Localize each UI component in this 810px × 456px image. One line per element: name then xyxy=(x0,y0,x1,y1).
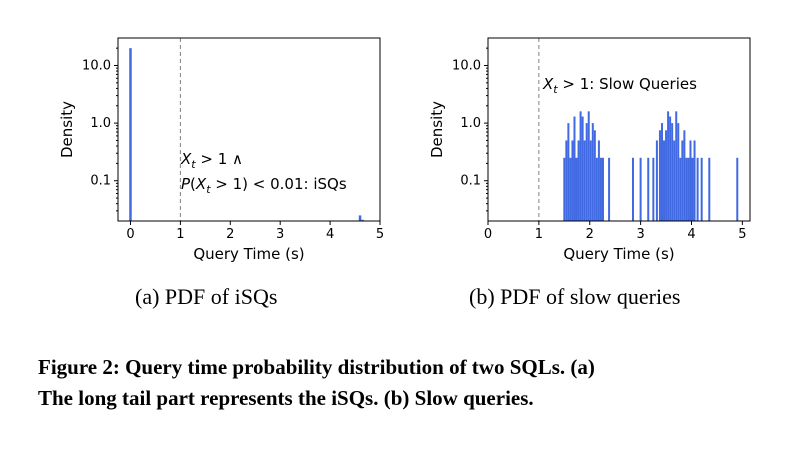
chart-left-x-tick-label: 2 xyxy=(226,227,234,242)
chart-left-x-tick-label: 3 xyxy=(276,227,284,242)
chart-right-y-tick-label: 0.1 xyxy=(460,174,481,189)
chart-right-bar xyxy=(599,157,602,221)
chart-left-y-axis-label: Density xyxy=(58,101,76,158)
chart-right-bar xyxy=(597,140,600,221)
chart-right-y-tick-label: 1.0 xyxy=(460,116,481,131)
chart-right-bar xyxy=(575,157,578,221)
subcaption-left: (a) PDF of iSQs xyxy=(135,284,278,309)
chart-left-y-tick-label: 10.0 xyxy=(82,58,111,73)
chart-left-x-tick-label: 1 xyxy=(176,227,184,242)
chart-right-bar xyxy=(663,140,666,221)
chart-right-x-tick-label: 4 xyxy=(687,227,695,242)
chart-left-x-tick-label: 5 xyxy=(376,227,384,242)
chart-right-x-axis-label: Query Time (s) xyxy=(563,245,674,263)
chart-right-bar xyxy=(579,111,582,221)
chart-right-bar xyxy=(585,123,588,221)
chart-left-plot-frame xyxy=(117,37,381,222)
chart-right-bar xyxy=(581,116,584,221)
chart-right-bar xyxy=(687,157,690,221)
chart-right-bar xyxy=(683,130,686,221)
chart-right-bar xyxy=(571,140,574,221)
chart-right-bar xyxy=(736,157,739,221)
chart-right-bar xyxy=(685,157,688,221)
chart-right-bar xyxy=(589,140,592,221)
chart-right-x-tick-label: 2 xyxy=(586,227,594,242)
chart-left-bar xyxy=(361,219,364,221)
chart-right-bar xyxy=(583,140,586,221)
chart-right-bar xyxy=(569,157,572,221)
caption-line-2: The long tail part represents the iSQs. … xyxy=(38,386,534,410)
chart-left-annotation: Xt > 1 ∧ xyxy=(180,150,243,171)
chart-right-bar xyxy=(658,130,661,221)
chart-right-bar xyxy=(689,140,692,221)
chart-right-bar xyxy=(655,140,658,221)
chart-right-bar xyxy=(693,140,696,221)
chart-right-bar xyxy=(696,157,699,221)
chart-left-x-axis-label: Query Time (s) xyxy=(193,245,304,263)
caption-line-1: Figure 2: Query time probability distrib… xyxy=(38,355,595,379)
chart-right-bar xyxy=(681,140,684,221)
chart-right-bar xyxy=(677,123,680,221)
chart-right-bar xyxy=(593,130,596,221)
chart-right-bar xyxy=(700,157,703,221)
chart-left-bar xyxy=(129,48,132,221)
chart-right-x-tick-label: 5 xyxy=(738,227,746,242)
chart-right-bar xyxy=(591,123,594,221)
chart-right-bar xyxy=(647,157,650,221)
chart-right-x-tick-label: 0 xyxy=(484,227,492,242)
chart-right-bar xyxy=(669,116,672,221)
chart-left-y-tick-label: 1.0 xyxy=(90,116,111,131)
chart-right-bar xyxy=(601,157,604,221)
chart-left-x-tick-label: 4 xyxy=(326,227,334,242)
chart-right-bar xyxy=(652,157,655,221)
chart-right-bar xyxy=(563,157,566,221)
chart-right-bar xyxy=(675,111,678,221)
chart-right-bar xyxy=(639,157,642,221)
chart-right-bar xyxy=(577,140,580,221)
chart-right-y-tick-label: 10.0 xyxy=(452,58,481,73)
chart-right-y-axis-label: Density xyxy=(428,101,446,158)
chart-right-bar xyxy=(567,123,570,221)
chart-right-bar xyxy=(595,157,598,221)
chart-right-bar xyxy=(660,123,663,221)
figure-caption: Figure 2: Query time probability distrib… xyxy=(38,352,798,414)
chart-left-x-tick-label: 0 xyxy=(126,227,134,242)
chart-left-annotation: P(Xt > 1) < 0.01: iSQs xyxy=(181,175,347,196)
chart-right-plot-frame xyxy=(487,37,751,222)
chart-right-bar xyxy=(631,157,634,221)
chart-right-x-tick-label: 1 xyxy=(535,227,543,242)
chart-right-annotation: Xt > 1: Slow Queries xyxy=(542,75,697,96)
chart-right-bar xyxy=(671,123,674,221)
charts-canvas: 0 1 2 3 4 5 10.0 1.0 0.1 Query Time (s) Density Xt … xyxy=(58,37,751,263)
chart-left-bar xyxy=(358,215,362,221)
chart-right-bar xyxy=(565,140,568,221)
chart-right-bar xyxy=(587,111,590,221)
chart-right-bar xyxy=(667,111,670,221)
subcaption-right: (b) PDF of slow queries xyxy=(469,284,681,309)
chart-right-bar xyxy=(673,140,676,221)
chart-right-bar xyxy=(665,130,668,221)
chart-right-bar xyxy=(573,116,576,221)
chart-left-y-tick-label: 0.1 xyxy=(90,174,111,189)
chart-right-bar xyxy=(691,157,694,221)
chart-right-bar xyxy=(608,157,611,221)
chart-right-bar xyxy=(708,157,711,221)
chart-right-x-tick-label: 3 xyxy=(636,227,644,242)
chart-right-bar xyxy=(679,157,682,221)
